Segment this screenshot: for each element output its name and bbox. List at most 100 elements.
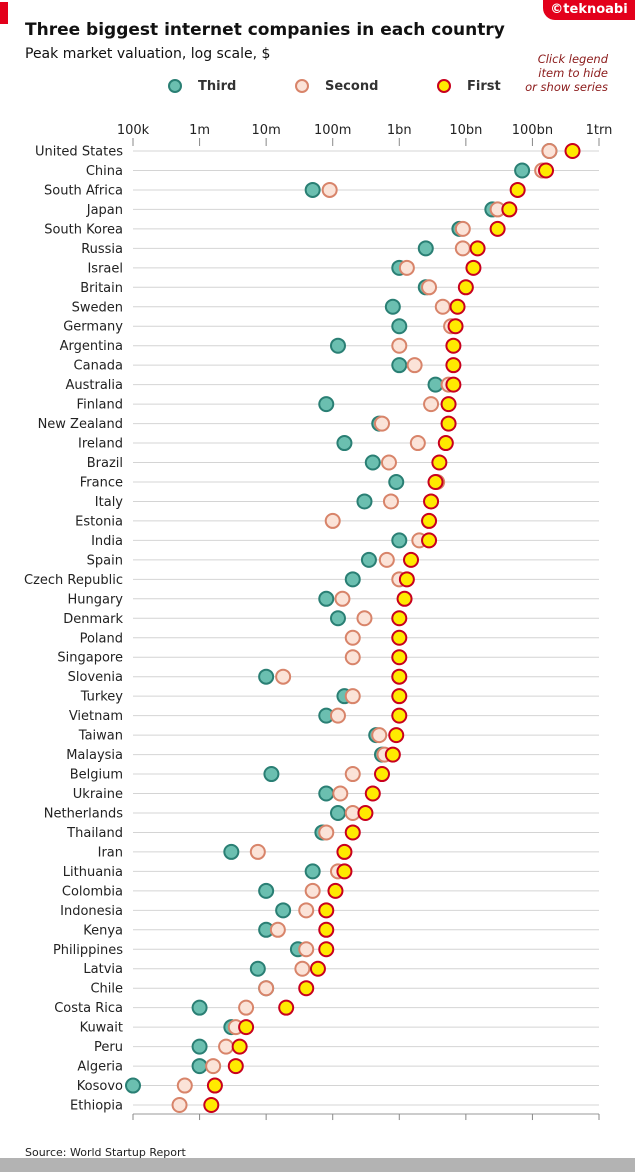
country-label: Ireland [78,437,123,452]
data-point-second [218,1038,235,1055]
data-point-third [329,804,346,821]
legend-label-first: First [467,78,501,94]
data-point-first [336,843,353,860]
country-label: Malaysia [66,748,123,763]
legend-item-first[interactable]: First [437,77,501,95]
country-label: South Africa [44,183,123,198]
data-point-second [421,279,438,296]
data-point-third [427,376,444,393]
country-label: Estonia [75,514,123,529]
country-label: Italy [95,495,124,510]
data-point-second [454,240,471,257]
country-label: France [80,475,123,490]
source-note: Source: World Startup Report [25,1146,186,1159]
data-point-second [258,980,275,997]
legend-label-second: Second [325,78,379,94]
data-point-first [440,415,457,432]
country-label: Iran [98,845,123,860]
data-point-first [469,240,486,257]
country-label: Belgium [70,768,123,783]
data-point-first [421,512,438,529]
data-point-second [406,357,423,374]
data-point-first [357,804,374,821]
x-tick-label: 1trn [586,123,613,138]
legend-hint-line: or show series [525,80,608,94]
country-label: Israel [87,261,123,276]
data-point-second [171,1097,188,1114]
data-point-third [125,1077,141,1094]
country-label: Lithuania [63,865,123,880]
country-label: Kuwait [80,1021,123,1036]
data-point-second [380,454,397,471]
data-point-first [440,396,457,413]
country-label: Finland [77,398,123,413]
x-tick-label: 1bn [387,123,412,138]
x-tick-label: 100bn [512,123,553,138]
data-point-third [318,590,335,607]
data-point-first [203,1097,220,1114]
country-label: Hungary [67,592,123,607]
data-point-third [356,493,373,510]
data-point-second [409,435,426,452]
data-point-second [334,590,351,607]
data-point-first [431,454,448,471]
legend-marker-third-icon [168,79,182,93]
legend-item-second[interactable]: Second [295,77,378,95]
country-label: Sweden [72,300,123,315]
data-point-third [304,863,321,880]
x-tick-label: 10m [252,123,281,138]
country-label: Chile [90,982,123,997]
data-point-first [278,999,295,1016]
data-point-first [489,220,506,237]
data-point-first [327,882,344,899]
data-point-second [329,707,346,724]
data-point-third [514,162,531,179]
data-point-second [344,766,361,783]
data-point-second [541,143,558,159]
x-tick-label: 1m [189,123,210,138]
data-point-first [457,279,474,296]
data-point-first [445,376,462,393]
data-point-second [434,298,451,315]
data-point-first [374,766,391,783]
data-point-second [249,843,266,860]
data-point-second [371,727,388,744]
data-point-first [538,162,555,179]
data-point-first [391,688,408,705]
data-point-second [344,688,361,705]
data-point-first [391,610,408,627]
data-point-first [298,980,315,997]
data-point-first [421,532,438,549]
data-point-second [269,921,286,938]
data-point-third [391,318,408,335]
data-point-first [465,259,482,276]
data-point-first [238,1019,255,1036]
chart-subtitle: Peak market valuation, log scale, $ [25,46,271,62]
legend-marker-second-icon [295,79,309,93]
data-point-second [398,259,415,276]
country-label: Ethiopia [70,1099,123,1114]
country-label: Slovenia [68,670,123,685]
data-point-second [344,649,361,666]
country-label: Argentina [60,339,123,354]
data-point-third [391,532,408,549]
data-point-third [391,357,408,374]
data-point-first [398,571,415,588]
country-label: Japan [86,203,123,218]
data-point-first [423,493,440,510]
data-point-first [206,1077,223,1094]
data-point-second [275,668,292,685]
country-label: Philippines [53,943,123,958]
x-tick-label: 10bn [449,123,482,138]
data-point-second [321,181,338,198]
data-point-third [318,785,335,802]
data-point-second [205,1058,222,1075]
country-label: Kenya [83,923,123,938]
data-point-third [360,551,377,568]
data-point-first [318,941,335,958]
data-point-third [191,1038,208,1055]
data-point-first [309,960,326,977]
legend-item-third[interactable]: Third [168,77,236,95]
series-first [203,143,581,1114]
